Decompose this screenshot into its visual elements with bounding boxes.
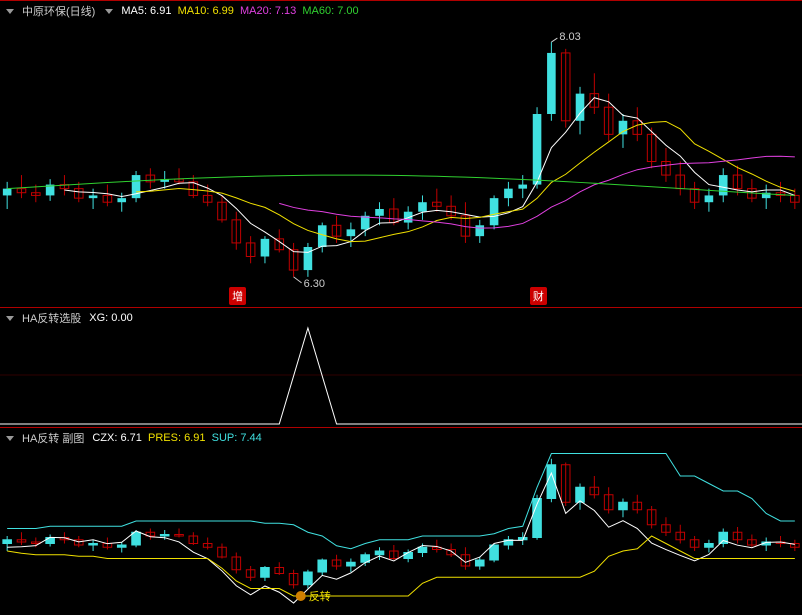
- sub1-chart-panel[interactable]: HA反转选股 XG: 0.00: [0, 307, 802, 427]
- svg-text:反转: 反转: [309, 589, 331, 603]
- sub1-header: HA反转选股 XG: 0.00: [4, 310, 133, 326]
- sub2-candlestick-chart[interactable]: 反转: [0, 428, 802, 615]
- main-chart-panel[interactable]: 中原环保(日线) MA5: 6.91 MA10: 6.99 MA20: 7.13…: [0, 0, 802, 307]
- indicator-label: CZX: 6.71: [92, 432, 142, 444]
- sub2-chart-panel[interactable]: HA反转 副图 CZX: 6.71 PRES: 6.91 SUP: 7.44 反…: [0, 427, 802, 614]
- sub1-title: HA反转选股: [22, 310, 81, 326]
- svg-text:6.30: 6.30: [304, 278, 325, 290]
- main-candlestick-chart[interactable]: 8.03 6.30: [0, 1, 802, 308]
- indicator-label: MA10: 6.99: [178, 5, 234, 17]
- chart-marker: 财: [530, 287, 547, 305]
- svg-text:8.03: 8.03: [559, 31, 580, 43]
- indicator-label: MA60: 7.00: [302, 5, 358, 17]
- indicator-label: XG: 0.00: [89, 312, 132, 324]
- main-header: 中原环保(日线) MA5: 6.91 MA10: 6.99 MA20: 7.13…: [4, 3, 359, 19]
- sub2-settings-icon[interactable]: [6, 436, 14, 441]
- indicator-label: SUP: 7.44: [212, 432, 262, 444]
- sub1-settings-icon[interactable]: [6, 316, 14, 321]
- indicator-label: MA5: 6.91: [121, 5, 171, 17]
- stock-title: 中原环保(日线): [22, 3, 95, 19]
- chart-marker: 增: [229, 287, 246, 305]
- sub2-title: HA反转 副图: [22, 430, 84, 446]
- sub1-line-chart[interactable]: [0, 308, 802, 428]
- indicator-settings-icon[interactable]: [105, 9, 113, 14]
- indicator-label: MA20: 7.13: [240, 5, 296, 17]
- indicator-label: PRES: 6.91: [148, 432, 205, 444]
- sub2-header: HA反转 副图 CZX: 6.71 PRES: 6.91 SUP: 7.44: [4, 430, 262, 446]
- chart-settings-icon[interactable]: [6, 9, 14, 14]
